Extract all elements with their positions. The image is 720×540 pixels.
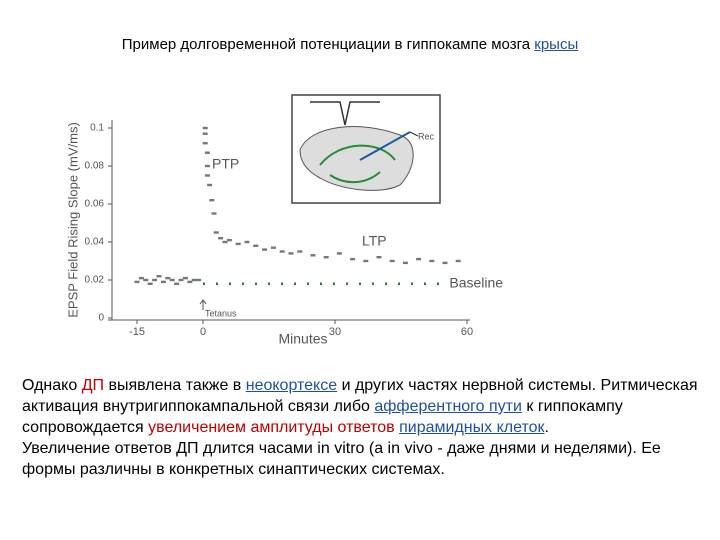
point [202,132,208,135]
point [202,126,208,130]
annotation: PTP [212,156,239,172]
y-tick-label: 0.06 [85,199,105,210]
text-span: Однако [22,377,82,394]
text-span: и других частях нервной системы. Ритмиче… [22,377,698,415]
body-text: Однако ДП выявлена также в неокортексе и… [22,375,702,480]
x-tick-label: 0 [200,326,206,338]
point [156,275,162,278]
annotation: Baseline [449,275,503,291]
y-axis-label: EPSP Field Rising Slope (mV/ms) [65,122,80,318]
point [429,259,435,263]
text-span: . [544,419,549,436]
text-span: увеличением амплитуды ответов [148,419,395,436]
point [455,259,461,263]
point [213,231,219,234]
paragraph: Увеличение ответов ДП длится часами in v… [22,438,702,480]
point [310,254,316,257]
link[interactable]: афферентного пути [374,398,522,415]
hippocampus-inset [291,94,441,204]
annotation: LTP [362,233,387,249]
point [187,280,193,284]
x-tick-label: 60 [461,326,473,338]
point [152,278,158,282]
point [169,278,175,282]
point [323,256,329,259]
point [211,212,217,215]
x-tick-label: 30 [329,326,341,338]
x-tick-label: -15 [129,326,145,338]
point [209,199,215,202]
point [204,151,210,154]
link[interactable]: пирамидных клеток [399,419,545,436]
point [174,282,180,285]
point [204,174,210,177]
y-tick-label: 0.04 [85,237,105,248]
point [204,164,210,168]
point [182,276,188,280]
point [363,259,369,263]
text-span: выявлена также в [104,377,246,394]
point [218,237,224,240]
point [143,278,149,282]
point [270,246,276,249]
point [253,244,259,247]
text-span: Пример долговременной потенциации в гипп… [121,36,535,53]
point [350,257,356,261]
point [134,280,140,284]
paragraph: Однако ДП выявлена также в неокортексе и… [22,375,702,438]
link[interactable]: неокортексе [245,377,338,394]
point [165,276,171,280]
point [279,250,285,253]
tetanus-arrowhead [199,299,207,305]
point [297,250,303,253]
annotation: Rec [418,131,435,141]
point [416,257,422,261]
point [178,278,184,282]
x-axis-label: Minutes [278,331,327,347]
point [147,282,153,285]
point [196,278,202,282]
point [376,256,382,259]
point [226,238,232,242]
y-tick-label: 0 [98,313,104,324]
point [442,261,448,265]
point [389,259,395,263]
text-span: ДП [81,377,105,394]
y-tick-label: 0.02 [85,275,105,286]
point [202,142,208,145]
point [244,240,250,244]
y-tick-label: 0.08 [85,161,105,172]
link[interactable]: крысы [534,36,579,53]
text-span: к гиппокампу сопровождается [22,398,623,436]
annotation: Tetanus [205,308,237,318]
slide-title: Пример долговременной потенциации в гипп… [0,36,700,53]
point [235,242,241,246]
point [138,276,144,280]
point [336,252,342,255]
point [207,183,213,187]
point [191,278,197,282]
point [402,261,408,265]
text-span: Увеличение ответов ДП длится часами in v… [22,440,661,478]
point [288,252,294,255]
point [160,280,166,284]
point [262,248,268,251]
y-tick-label: 0.1 [90,123,104,134]
point [222,240,228,244]
